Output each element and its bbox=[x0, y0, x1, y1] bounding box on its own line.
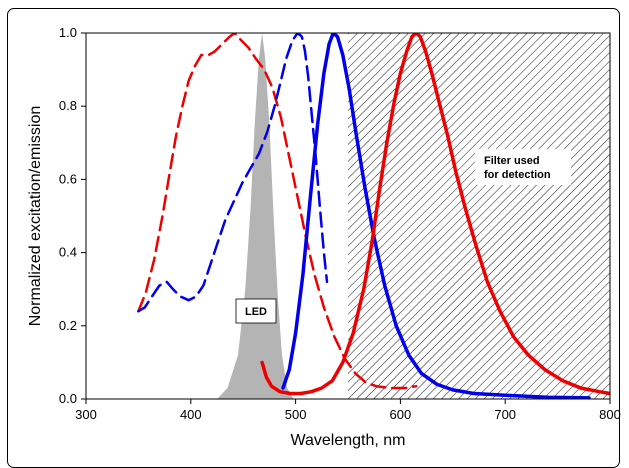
led-spectrum-area bbox=[217, 33, 294, 399]
series-line-1 bbox=[137, 33, 418, 390]
y-axis-ticks: 0.0 0.2 0.4 0.6 0.8 1.0 bbox=[59, 25, 86, 406]
x-axis-ticks: 300 400 500 600 700 800 bbox=[75, 399, 621, 422]
filter-label-line1: Filter used bbox=[484, 155, 540, 167]
series-line-3 bbox=[281, 33, 591, 399]
series-group bbox=[137, 33, 610, 399]
y-tick-label: 0.6 bbox=[59, 171, 77, 186]
series-line-2 bbox=[137, 33, 329, 313]
led-label-box bbox=[235, 298, 277, 324]
y-tick-label: 1.0 bbox=[59, 25, 77, 40]
x-tick-label: 800 bbox=[599, 407, 621, 422]
x-tick-label: 400 bbox=[180, 407, 202, 422]
plot-area-border bbox=[85, 32, 611, 400]
x-tick-label: 300 bbox=[75, 407, 97, 422]
x-axis-title: Wavelength, nm bbox=[290, 432, 405, 449]
x-tick-label: 500 bbox=[285, 407, 307, 422]
y-tick-label: 0.2 bbox=[59, 318, 77, 333]
y-tick-label: 0.8 bbox=[59, 98, 77, 113]
series-line-4 bbox=[260, 33, 610, 396]
y-tick-label: 0.0 bbox=[59, 391, 77, 406]
detection-filter-region bbox=[348, 33, 610, 399]
filter-label-box bbox=[475, 149, 571, 185]
x-tick-label: 600 bbox=[390, 407, 412, 422]
y-axis-title: Normalized excitation/emission bbox=[27, 106, 44, 327]
y-tick-label: 0.4 bbox=[59, 245, 77, 260]
x-tick-label: 700 bbox=[494, 407, 516, 422]
led-label: LED bbox=[245, 306, 267, 318]
filter-label-line2: for detection bbox=[484, 169, 551, 181]
spectra-chart: 300 400 500 600 700 800 0.0 0.2 0.4 0.6 0.8 1.0 Wa… bbox=[27, 25, 621, 449]
